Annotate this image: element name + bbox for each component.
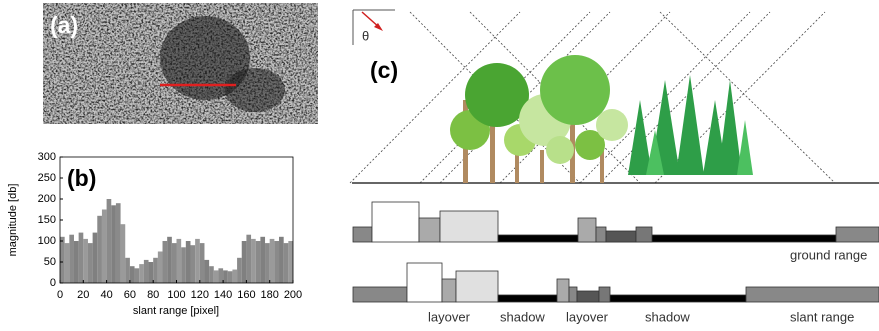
- x-tick-label: 120: [191, 289, 209, 301]
- bar: [93, 233, 98, 283]
- axis-label: ground range: [790, 247, 867, 262]
- bar: [251, 239, 256, 283]
- bar: [83, 239, 88, 283]
- bar: [167, 237, 172, 283]
- bar: [195, 239, 200, 283]
- sar-image: [43, 3, 318, 124]
- bar: [107, 199, 112, 283]
- x-tick-label: 200: [284, 289, 302, 301]
- bar: [97, 216, 102, 283]
- bar: [135, 268, 140, 283]
- bar: [218, 268, 223, 283]
- x-tick-label: 100: [167, 289, 185, 301]
- region-label: shadow: [500, 309, 545, 324]
- bar: [256, 241, 261, 283]
- bar: [228, 271, 233, 283]
- region-label: layover: [428, 309, 471, 324]
- bar: [288, 241, 293, 283]
- bar: [186, 241, 191, 283]
- bar: [144, 260, 149, 283]
- y-tick-label: 150: [38, 214, 56, 226]
- bar: [242, 241, 247, 283]
- bar: [149, 262, 154, 283]
- y-tick-label: 300: [38, 151, 56, 163]
- region-label: layover: [566, 309, 609, 324]
- bar: [190, 245, 195, 283]
- bar: [246, 235, 251, 283]
- bar: [60, 237, 65, 283]
- bar: [177, 239, 182, 283]
- x-tick-label: 0: [57, 289, 63, 301]
- y-tick-label: 100: [38, 235, 56, 247]
- bar: [265, 243, 270, 283]
- bar: [284, 243, 289, 283]
- panel-label: (b): [67, 165, 96, 191]
- bar: [223, 270, 228, 283]
- bar: [111, 205, 116, 283]
- x-tick-label: 180: [261, 289, 279, 301]
- bar: [153, 258, 158, 283]
- x-tick-label: 160: [237, 289, 255, 301]
- bar: [74, 241, 79, 283]
- bar: [200, 243, 205, 283]
- bar: [88, 243, 93, 283]
- x-tick-label: 80: [147, 289, 159, 301]
- bar: [204, 260, 209, 283]
- bar: [260, 237, 265, 283]
- x-tick-label: 40: [100, 289, 112, 301]
- bar: [102, 210, 107, 284]
- bar: [270, 239, 275, 283]
- x-axis-label: slant range [pixel]: [133, 305, 219, 317]
- bar: [69, 235, 74, 283]
- bar: [130, 266, 135, 283]
- bar: [214, 270, 219, 283]
- bar: [65, 243, 70, 283]
- bar: [79, 233, 84, 283]
- x-tick-label: 60: [124, 289, 136, 301]
- panel-label: (a): [50, 12, 78, 38]
- angle-label: θ: [362, 28, 369, 43]
- bar: [279, 237, 284, 283]
- figure: (a) 0 50 100 150 200 250 300 0 20 40 60 80 100 120 140…: [0, 0, 879, 326]
- x-tick-label: 20: [77, 289, 89, 301]
- bar: [237, 258, 242, 283]
- bar: [274, 241, 279, 283]
- bar: [158, 252, 163, 284]
- region-label: shadow: [645, 309, 690, 324]
- bar: [139, 264, 144, 283]
- y-tick-label: 200: [38, 193, 56, 205]
- bar: [232, 270, 237, 283]
- y-tick-label: 0: [50, 277, 56, 289]
- axis-label: slant range: [790, 309, 854, 324]
- panel-label: (c): [370, 57, 398, 83]
- bar: [209, 266, 214, 283]
- x-tick-label: 140: [214, 289, 232, 301]
- bar: [116, 203, 121, 283]
- y-axis-label: magnitude [db]: [7, 184, 19, 257]
- y-tick-label: 50: [44, 256, 56, 268]
- y-tick-label: 250: [38, 172, 56, 184]
- bar: [181, 247, 186, 283]
- bar: [125, 258, 130, 283]
- bar: [121, 224, 126, 283]
- bar: [163, 241, 168, 283]
- bar: [172, 243, 177, 283]
